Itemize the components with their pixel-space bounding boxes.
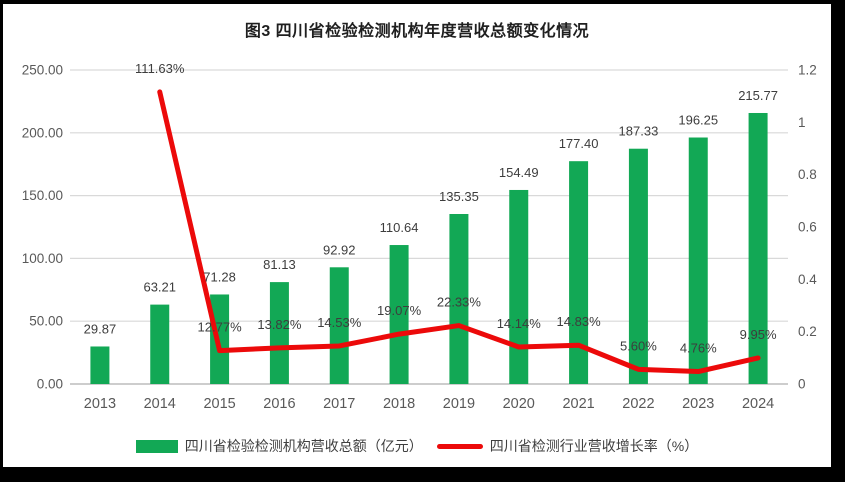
growth-value-label: 14.53% [317, 315, 362, 330]
legend-item-revenue: 四川省检验检测机构营收总额（亿元） [135, 436, 423, 456]
growth-value-label: 111.63% [135, 61, 185, 76]
left-axis-tick-label: 150.00 [22, 188, 63, 203]
bar-value-label: 215.77 [738, 88, 778, 103]
right-axis-tick-label: 0.4 [798, 272, 817, 287]
bar-value-label: 177.40 [559, 136, 599, 151]
bar-2019 [449, 214, 469, 384]
legend-line-swatch-icon [436, 443, 483, 449]
x-axis-label-2024: 2024 [742, 396, 774, 412]
x-axis-label-2018: 2018 [383, 396, 415, 412]
bar-2020 [509, 189, 529, 384]
x-axis-label-2015: 2015 [203, 396, 235, 412]
right-axis-tick-label: 1.2 [798, 63, 817, 78]
x-axis-label-2019: 2019 [443, 396, 475, 412]
x-axis-label-2013: 2013 [84, 396, 116, 412]
legend-line-label: 四川省检测行业营收增长率（%） [489, 438, 699, 454]
bar-2022 [628, 148, 648, 384]
x-axis-label-2020: 2020 [503, 396, 535, 412]
x-axis-label-2021: 2021 [562, 396, 594, 412]
bar-value-label: 63.21 [143, 280, 176, 295]
legend-bar-swatch-icon [135, 439, 178, 453]
bar-2016 [269, 282, 289, 384]
bar-2024 [748, 112, 768, 384]
right-axis-tick-label: 0.8 [798, 167, 817, 182]
left-axis-tick-label: 100.00 [22, 251, 63, 266]
legend: 四川省检验检测机构营收总额（亿元） 四川省检测行业营收增长率（%） [3, 436, 831, 456]
bar-2014 [150, 304, 170, 384]
x-axis-label-2014: 2014 [144, 396, 176, 412]
x-axis-label-2023: 2023 [682, 396, 714, 412]
bar-value-label: 154.49 [499, 165, 539, 180]
bar-2018 [389, 245, 409, 384]
bar-value-label: 71.28 [203, 269, 236, 284]
left-axis-tick-label: 0.00 [37, 377, 63, 392]
bar-value-label: 81.13 [263, 257, 296, 272]
growth-rate-line [157, 89, 761, 375]
legend-bar-label: 四川省检验检测机构营收总额（亿元） [184, 438, 423, 454]
growth-value-label: 4.76% [680, 341, 717, 356]
right-axis-tick-label: 1 [798, 115, 806, 130]
growth-value-label: 5.60% [620, 338, 657, 353]
right-axis-tick-label: 0 [798, 377, 806, 392]
bar-value-label: 187.33 [619, 124, 659, 139]
bar-2023 [688, 137, 708, 384]
chart-plot-area: 0.00 50.00 100.00 150.00 200.00 250.00 0 0.2 0.4… [22, 61, 818, 412]
growth-value-label: 9.95% [740, 327, 777, 342]
bar-2021 [569, 161, 589, 384]
legend-item-growth: 四川省检测行业营收增长率（%） [436, 436, 699, 456]
bar-2015 [210, 294, 230, 384]
left-axis-tick-label: 200.00 [22, 125, 63, 140]
right-axis-tick-label: 0.2 [798, 324, 817, 339]
growth-value-label: 19.07% [377, 303, 422, 318]
bar-value-label: 135.35 [439, 189, 479, 204]
bar-value-label: 29.87 [84, 321, 117, 336]
growth-value-label: 22.33% [437, 295, 482, 310]
bar-value-label: 92.92 [323, 242, 356, 257]
x-axis-label-2022: 2022 [622, 396, 654, 412]
bar-2013 [90, 346, 110, 384]
chart-title: 图3 四川省检验检测机构年度营收总额变化情况 [244, 23, 590, 40]
growth-value-label: 14.14% [497, 316, 542, 331]
x-axis-label-2017: 2017 [323, 396, 355, 412]
bar-value-label: 110.64 [380, 220, 419, 235]
bar-value-label: 196.25 [678, 113, 718, 128]
growth-value-label: 12.77% [198, 320, 243, 335]
left-axis-tick-label: 250.00 [22, 63, 63, 78]
x-axis-label-2016: 2016 [263, 396, 295, 412]
growth-value-label: 14.83% [557, 314, 602, 329]
chart-frame: 图3 四川省检验检测机构年度营收总额变化情况 0.00 50.00 100.00 15… [3, 4, 831, 467]
left-axis-tick-label: 50.00 [29, 314, 63, 329]
growth-value-label: 13.82% [257, 317, 302, 332]
bar-2017 [329, 267, 349, 384]
right-axis-tick-label: 0.6 [798, 220, 817, 235]
